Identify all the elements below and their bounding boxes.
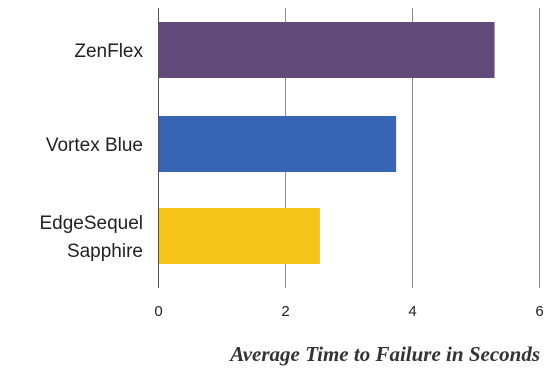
x-tick-label: 6 bbox=[535, 303, 543, 320]
x-tick-labels: 0 2 4 6 bbox=[154, 303, 543, 320]
x-tick-label: 0 bbox=[154, 303, 162, 320]
x-tick-label: 2 bbox=[281, 303, 289, 320]
category-label: EdgeSequel Sapphire bbox=[39, 213, 143, 262]
x-tick-label: 4 bbox=[408, 303, 416, 320]
category-label: ZenFlex bbox=[74, 41, 143, 62]
bar bbox=[159, 208, 320, 264]
x-axis-title: Average Time to Failure in Seconds bbox=[228, 342, 540, 366]
category-labels: ZenFlex Vortex Blue EdgeSequel Sapphire bbox=[39, 41, 143, 262]
category-label: Vortex Blue bbox=[46, 135, 143, 156]
bar bbox=[159, 22, 495, 78]
bars bbox=[159, 22, 495, 264]
bar bbox=[159, 116, 397, 172]
